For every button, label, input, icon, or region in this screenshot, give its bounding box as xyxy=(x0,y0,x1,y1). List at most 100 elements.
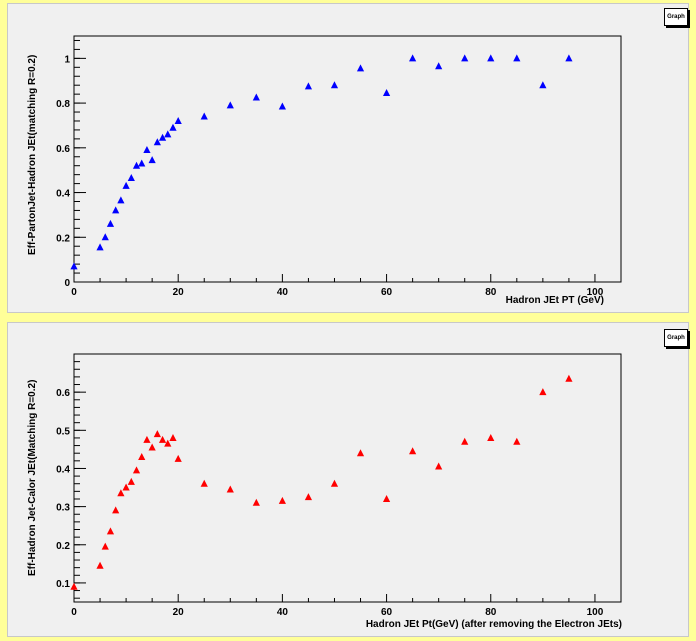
bottom-data-point xyxy=(565,374,573,382)
top-x-tick-label: 60 xyxy=(381,287,393,298)
bottom-x-tick-label: 100 xyxy=(587,607,604,618)
bottom-data-point xyxy=(106,527,115,535)
bottom-data-point xyxy=(101,542,109,550)
bottom-data-point xyxy=(153,430,161,438)
bottom-data-point xyxy=(174,454,182,462)
top-plot-frame xyxy=(73,35,622,283)
top-data-point xyxy=(153,138,161,146)
top-data-point xyxy=(164,130,172,138)
bottom-y-tick-label: 0.2 xyxy=(56,541,70,552)
bottom-y-tick-label: 0.6 xyxy=(56,388,70,399)
bottom-plot-frame xyxy=(73,353,622,603)
bottom-data-point xyxy=(169,433,177,441)
top-x-tick-label: 0 xyxy=(71,287,77,298)
top-data-point xyxy=(226,101,234,109)
bottom-y-tick-label: 0.5 xyxy=(56,426,70,437)
bottom-y-axis-title: Eff-Hadron Jet-Calor JEt(Matching R=0.2) xyxy=(27,380,38,576)
top-data-point xyxy=(565,54,573,62)
bottom-data-point xyxy=(539,388,547,396)
top-data-point xyxy=(117,196,125,204)
bottom-data-point xyxy=(226,485,234,493)
bottom-data-point xyxy=(70,582,78,590)
top-x-tick-label: 40 xyxy=(277,287,289,298)
bottom-data-point xyxy=(461,437,469,445)
top-data-point xyxy=(330,81,339,89)
top-data-point xyxy=(132,161,141,169)
bottom-data-point xyxy=(252,498,260,506)
bottom-chart-panel xyxy=(7,322,689,637)
bottom-data-point xyxy=(112,506,120,514)
top-data-point xyxy=(174,116,182,124)
bottom-data-points xyxy=(70,374,573,590)
bottom-x-tick-label: 60 xyxy=(381,607,393,618)
bottom-data-point xyxy=(435,462,443,470)
bottom-data-point xyxy=(138,453,146,461)
top-data-point xyxy=(304,82,313,90)
top-data-point xyxy=(122,181,130,189)
bottom-data-point xyxy=(143,435,151,443)
top-data-point xyxy=(158,133,167,141)
bottom-data-point xyxy=(304,493,313,501)
top-chart-panel xyxy=(7,3,689,313)
bottom-y-tick-label: 0.3 xyxy=(56,503,70,514)
bottom-data-point xyxy=(278,496,286,504)
top-data-point xyxy=(409,54,417,62)
top-data-point xyxy=(138,159,146,167)
top-data-point xyxy=(101,233,109,241)
top-x-axis-title: Hadron JEt PT (GeV) xyxy=(506,295,604,306)
top-x-tick-label: 100 xyxy=(587,287,604,298)
top-data-point xyxy=(112,206,120,214)
bottom-data-point xyxy=(513,437,521,445)
bottom-data-point xyxy=(122,483,130,491)
bottom-data-point xyxy=(382,494,391,502)
bottom-x-tick-label: 80 xyxy=(485,607,497,618)
bottom-data-point xyxy=(487,433,495,441)
top-data-point xyxy=(169,123,177,131)
top-data-point xyxy=(435,62,443,70)
top-data-point xyxy=(382,89,391,97)
bottom-data-point xyxy=(117,489,125,497)
bottom-data-point xyxy=(148,443,156,451)
top-data-point xyxy=(96,243,104,251)
top-data-point xyxy=(70,262,78,270)
bottom-x-tick-label: 40 xyxy=(277,607,289,618)
bottom-graph-label-box[interactable]: Graph xyxy=(664,329,688,347)
bottom-x-axis-title: Hadron JEt Pt(GeV) (after removing the E… xyxy=(366,619,622,630)
top-x-tick-label: 20 xyxy=(173,287,185,298)
top-data-point xyxy=(278,102,286,110)
bottom-data-point xyxy=(164,439,172,447)
top-data-point xyxy=(200,112,208,120)
top-data-point xyxy=(143,146,151,154)
top-data-point xyxy=(487,54,495,62)
bottom-y-tick-label: 0.1 xyxy=(56,579,70,590)
top-data-point xyxy=(106,219,115,227)
top-data-points xyxy=(70,54,573,270)
bottom-data-point xyxy=(127,477,135,485)
bottom-x-tick-label: 20 xyxy=(173,607,185,618)
top-x-tick-label: 80 xyxy=(485,287,497,298)
top-data-point xyxy=(513,54,521,62)
bottom-data-point xyxy=(409,447,417,455)
top-graph-label-box[interactable]: Graph xyxy=(664,8,688,26)
top-y-axis-title: Eff-PartonJet-Hadron JEt(matching R=0.2) xyxy=(27,55,38,255)
bottom-data-point xyxy=(330,479,339,487)
bottom-data-point xyxy=(200,479,208,487)
bottom-axis-ticks: 0 20 40 60 80 100 0.1 0.2 0.3 0.4 0.5 0.6 xyxy=(56,353,622,618)
top-y-tick-label: 0.2 xyxy=(56,233,70,244)
bottom-data-point xyxy=(158,435,167,443)
bottom-data-point xyxy=(132,466,141,474)
top-y-tick-label: 1 xyxy=(64,54,70,65)
bottom-data-point xyxy=(356,449,365,457)
top-y-tick-label: 0.8 xyxy=(56,99,70,110)
top-data-point xyxy=(539,81,547,89)
top-y-tick-label: 0.4 xyxy=(56,189,70,200)
bottom-y-tick-label: 0.4 xyxy=(56,464,70,475)
top-y-tick-label: 0.6 xyxy=(56,144,70,155)
top-data-point xyxy=(148,156,156,164)
top-data-point xyxy=(252,93,260,101)
top-y-tick-label: 0 xyxy=(64,278,70,289)
bottom-data-point xyxy=(96,561,104,569)
top-data-point xyxy=(356,64,365,72)
bottom-x-tick-label: 0 xyxy=(71,607,77,618)
